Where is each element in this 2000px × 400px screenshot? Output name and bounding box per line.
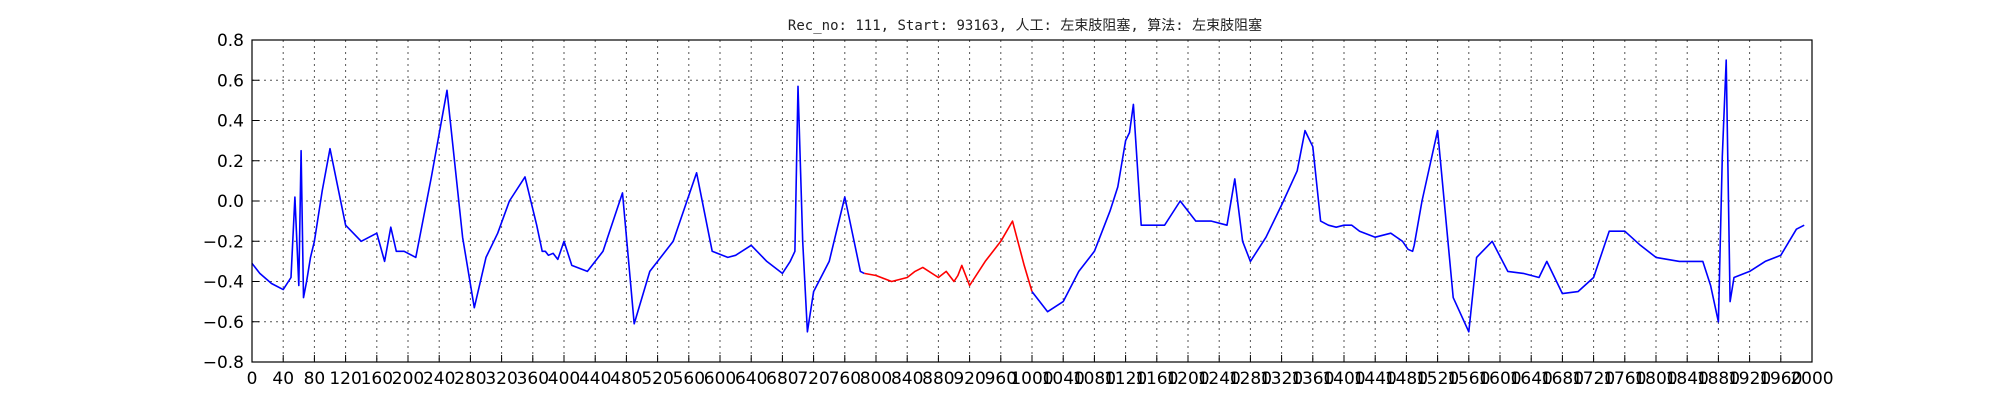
y-tick-label: −0.2 bbox=[203, 232, 244, 252]
x-tick-label: 1840 bbox=[1666, 369, 1709, 389]
x-tick-label: 1400 bbox=[1322, 369, 1365, 389]
x-tick-label: 160 bbox=[361, 369, 393, 389]
x-tick-label: 1080 bbox=[1073, 369, 1116, 389]
ecg-series bbox=[251, 59, 1805, 333]
x-tick-label: 1040 bbox=[1042, 369, 1085, 389]
x-axis-ticks: 0 40 80 12016020024028032036040044048052056… bbox=[247, 355, 1834, 389]
x-tick-label: 1560 bbox=[1447, 369, 1490, 389]
x-tick-label: 880 bbox=[922, 369, 954, 389]
x-tick-label: 560 bbox=[673, 369, 705, 389]
y-tick-label: −0.8 bbox=[203, 353, 244, 373]
x-tick-label: 680 bbox=[766, 369, 798, 389]
x-tick-label: 240 bbox=[423, 369, 455, 389]
y-tick-label: −0.6 bbox=[203, 313, 244, 333]
x-tick-label: 1200 bbox=[1166, 369, 1209, 389]
x-tick-label: 1680 bbox=[1541, 369, 1584, 389]
ecg-trace-highlighted bbox=[864, 220, 1033, 292]
x-tick-label: 1160 bbox=[1135, 369, 1178, 389]
chart-title: Rec_no: 111, Start: 93163, 人工: 左束肢阻塞, 算法… bbox=[788, 17, 1262, 34]
grid-lines bbox=[252, 40, 1812, 362]
x-tick-label: 1360 bbox=[1291, 369, 1334, 389]
ecg-trace bbox=[251, 85, 865, 333]
x-tick-label: 0 bbox=[247, 369, 258, 389]
x-tick-label: 1120 bbox=[1104, 369, 1147, 389]
x-tick-label: 1800 bbox=[1634, 369, 1677, 389]
x-tick-label: 1320 bbox=[1260, 369, 1303, 389]
ecg-trace bbox=[1031, 59, 1805, 333]
x-tick-label: 760 bbox=[829, 369, 861, 389]
x-tick-label: 1600 bbox=[1478, 369, 1521, 389]
x-tick-label: 1520 bbox=[1416, 369, 1459, 389]
x-tick-label: 720 bbox=[797, 369, 829, 389]
y-tick-label: 0.6 bbox=[217, 71, 244, 91]
x-tick-label: 1920 bbox=[1728, 369, 1771, 389]
x-tick-label: 1760 bbox=[1603, 369, 1646, 389]
y-tick-label: 0.4 bbox=[217, 112, 244, 132]
x-tick-label: 120 bbox=[329, 369, 361, 389]
y-tick-label: 0.8 bbox=[217, 31, 244, 51]
x-tick-label: 1720 bbox=[1572, 369, 1615, 389]
x-tick-label: 80 bbox=[304, 369, 326, 389]
x-tick-label: 200 bbox=[392, 369, 424, 389]
x-tick-label: 40 bbox=[272, 369, 294, 389]
y-tick-label: −0.4 bbox=[203, 273, 244, 293]
x-tick-label: 520 bbox=[641, 369, 673, 389]
y-tick-label: 0.2 bbox=[217, 152, 244, 172]
x-tick-label: 1640 bbox=[1510, 369, 1553, 389]
x-tick-label: 2000 bbox=[1790, 369, 1833, 389]
x-tick-label: 600 bbox=[704, 369, 736, 389]
x-tick-label: 1480 bbox=[1385, 369, 1428, 389]
x-tick-label: 320 bbox=[485, 369, 517, 389]
y-tick-label: 0.0 bbox=[217, 192, 244, 212]
x-tick-label: 280 bbox=[454, 369, 486, 389]
x-tick-label: 920 bbox=[953, 369, 985, 389]
x-tick-label: 1280 bbox=[1229, 369, 1272, 389]
x-tick-label: 1960 bbox=[1759, 369, 1802, 389]
x-tick-label: 480 bbox=[610, 369, 642, 389]
x-tick-label: 640 bbox=[735, 369, 767, 389]
x-tick-label: 840 bbox=[891, 369, 923, 389]
x-tick-label: 960 bbox=[985, 369, 1017, 389]
x-tick-label: 1240 bbox=[1198, 369, 1241, 389]
x-tick-label: 1000 bbox=[1010, 369, 1053, 389]
x-tick-label: 1880 bbox=[1697, 369, 1740, 389]
x-tick-label: 800 bbox=[860, 369, 892, 389]
x-tick-label: 440 bbox=[579, 369, 611, 389]
y-axis-ticks: −0.8 −0.6 −0.4 −0.2 0.0 0.2 0.4 0.6 0.8 bbox=[203, 31, 259, 373]
x-tick-label: 360 bbox=[517, 369, 549, 389]
x-tick-label: 400 bbox=[548, 369, 580, 389]
x-tick-label: 1440 bbox=[1354, 369, 1397, 389]
